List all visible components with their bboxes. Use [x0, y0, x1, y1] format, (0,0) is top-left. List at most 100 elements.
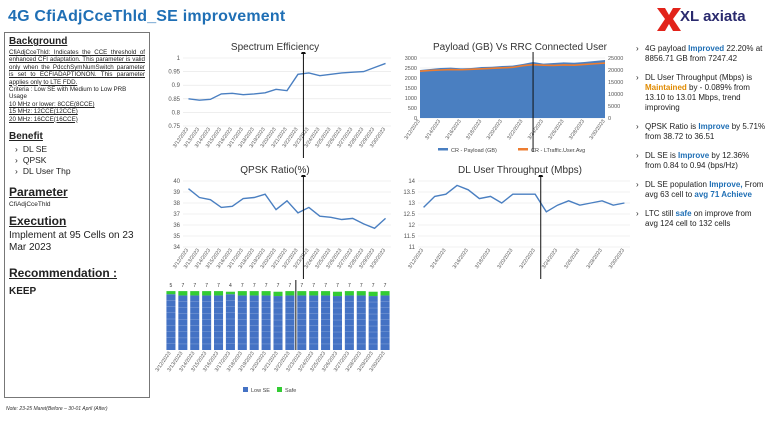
- bar-safe: [237, 291, 247, 296]
- bullet-marker-icon: ›: [636, 209, 639, 218]
- x-tick-label: 3/28/2023: [586, 248, 604, 270]
- marker-arrow: [538, 175, 544, 177]
- background-20mhz: 20 MHz: 16CCE(16CCE): [9, 115, 78, 123]
- left-panel: Background CfiAdjCceThld: Indicates the …: [4, 32, 150, 398]
- bullet-text-part: by 12.36% from 0.84 to 0.94 (bps/Hz): [645, 151, 750, 170]
- x-tick-label: 3/30/2023: [588, 119, 606, 141]
- bar-safe: [202, 291, 212, 296]
- marker-arrow: [300, 52, 306, 54]
- x-tick-label: 3/24/2023: [527, 119, 545, 141]
- bar-top-label: 7: [384, 283, 387, 289]
- summary-bullets: › 4G payload Improved 22.20% at 8856.71 G…: [636, 44, 766, 238]
- y-tick-label: 0.8: [172, 110, 181, 116]
- bullet-text-part: Improve,: [709, 180, 743, 189]
- summary-bullet: › DL User Throughput (Mbps) is Maintained…: [636, 73, 766, 113]
- bullet-text: DL SE is Improve by 12.36% from 0.84 to …: [645, 151, 766, 171]
- bar-safe: [344, 291, 354, 296]
- x-tick-label: 3/30/2023: [608, 248, 626, 270]
- bar-safe: [368, 291, 378, 297]
- benefit-list: DL SE QPSK DL User Thp: [15, 144, 145, 177]
- bar-low-se: [225, 294, 235, 350]
- y-tick-label-left: 3000: [405, 56, 417, 62]
- bar-low-se: [297, 295, 307, 350]
- execution-text: Implement at 95 Cells on 23 Mar 2023: [9, 230, 134, 254]
- bullet-text-part: QPSK Ratio is: [645, 122, 699, 131]
- bar-top-label: 5: [170, 283, 173, 289]
- bar-low-se: [214, 295, 224, 350]
- bullet-text-part: From avg 63 cell to: [645, 180, 764, 199]
- y-tick-label: 12: [408, 223, 415, 229]
- x-tick-label: 3/14/2023: [429, 248, 447, 270]
- bar-safe: [297, 291, 307, 296]
- benefit-item: DL SE: [15, 144, 145, 155]
- bullet-text-part: Improved: [688, 44, 725, 53]
- bullet-text-part: Maintained: [645, 83, 687, 92]
- bar-safe: [356, 291, 366, 296]
- y-tick-label-left: 0: [414, 116, 417, 122]
- bullet-text-part: LTC still: [645, 209, 676, 218]
- bullet-text-part: by 5.71% from 38.72 to 36.51: [645, 122, 766, 141]
- legend-label-rrc: CR - LTraffic.User.Avg: [531, 148, 585, 154]
- bullet-marker-icon: ›: [636, 122, 639, 131]
- bar-safe: [321, 291, 331, 296]
- bullet-text: DL SE population Improve, From avg 63 ce…: [645, 180, 766, 200]
- footnote: Note: 23-25 Maret(Before – 30-01 April (…: [6, 406, 108, 412]
- y-tick-label: 13.5: [403, 190, 415, 196]
- y-tick-label: 35: [173, 234, 180, 240]
- bullet-text-part: 22.20% at 8856.71 GB from 7247.42: [645, 44, 763, 63]
- y-tick-label: 11: [409, 245, 416, 251]
- y-tick-label-right: 10000: [608, 92, 623, 98]
- bar-low-se: [344, 295, 354, 350]
- bullet-text-part: safe: [675, 209, 692, 218]
- y-tick-label: 0.9: [172, 83, 181, 89]
- y-tick-label: 38: [173, 201, 180, 207]
- chart-qpsk-ratio: 343536373839403/12/20233/13/20233/14/202…: [172, 175, 391, 279]
- bar-top-label: 7: [253, 283, 256, 289]
- bar-top-label: 7: [217, 283, 220, 289]
- summary-bullet: › QPSK Ratio is Improve by 5.71% from 38.…: [636, 122, 766, 142]
- y-tick-label-left: 1500: [405, 86, 417, 92]
- bar-low-se: [309, 295, 319, 350]
- bar-top-label: 7: [265, 283, 268, 289]
- bar-safe: [309, 291, 319, 296]
- bullet-text-part: Improve: [698, 122, 730, 131]
- background-text: CfiAdjCceThld: Indicates the CCE thresho…: [9, 49, 145, 86]
- background-heading: Background: [9, 36, 68, 47]
- bar-safe: [285, 291, 295, 296]
- legend-swatch-payload: [438, 148, 448, 151]
- bar-low-se: [190, 295, 200, 350]
- bar-top-label: 7: [360, 283, 363, 289]
- y-tick-label: 0.75: [168, 124, 180, 130]
- bar-low-se: [380, 295, 390, 350]
- bar-top-label: 7: [277, 283, 280, 289]
- y-tick-label: 1: [177, 56, 181, 62]
- bar-low-se: [237, 295, 247, 350]
- chart-title-dl-thp: DL User Throughput (Mbps): [458, 165, 582, 176]
- chart-title-spectrum-efficiency: Spectrum Efficiency: [230, 42, 320, 53]
- bullet-text-part: avg 71 Achieve: [694, 190, 752, 199]
- x-tick-label: 3/22/2023: [506, 119, 524, 141]
- bar-low-se: [202, 295, 212, 350]
- bar-safe: [166, 291, 176, 295]
- y-tick-label: 11.5: [404, 234, 416, 240]
- y-tick-label-left: 1000: [405, 96, 417, 102]
- bar-low-se: [368, 296, 378, 350]
- background-10mhz: 10 MHz or lower: 8CCE(8CCE): [9, 100, 95, 108]
- summary-bullet: › DL SE population Improve, From avg 63 c…: [636, 180, 766, 200]
- chart-se-population: 53/12/202373/13/202373/14/202373/15/2023…: [155, 280, 390, 394]
- parameter-heading: Parameter: [9, 185, 68, 200]
- y-tick-label: 13: [408, 201, 415, 207]
- bar-safe: [178, 291, 188, 296]
- execution-heading: Execution: [9, 214, 67, 229]
- bar-top-label: 7: [300, 283, 303, 289]
- bullet-text-part: DL User Throughput (Mbps) is: [645, 73, 753, 82]
- bar-safe: [249, 291, 259, 296]
- bullet-text: DL User Throughput (Mbps) is Maintained …: [645, 73, 766, 113]
- xl-logo-x-mark: [657, 8, 681, 31]
- benefit-heading: Benefit: [9, 131, 43, 143]
- x-tick-label: 3/14/2023: [424, 119, 442, 141]
- x-tick-label: 3/12/2023: [403, 119, 421, 141]
- parameter-value: CfiAdjCceThld: [9, 201, 51, 209]
- legend-label-payload: CR - Payload (GB): [451, 148, 497, 154]
- bar-top-label: 4: [229, 283, 232, 289]
